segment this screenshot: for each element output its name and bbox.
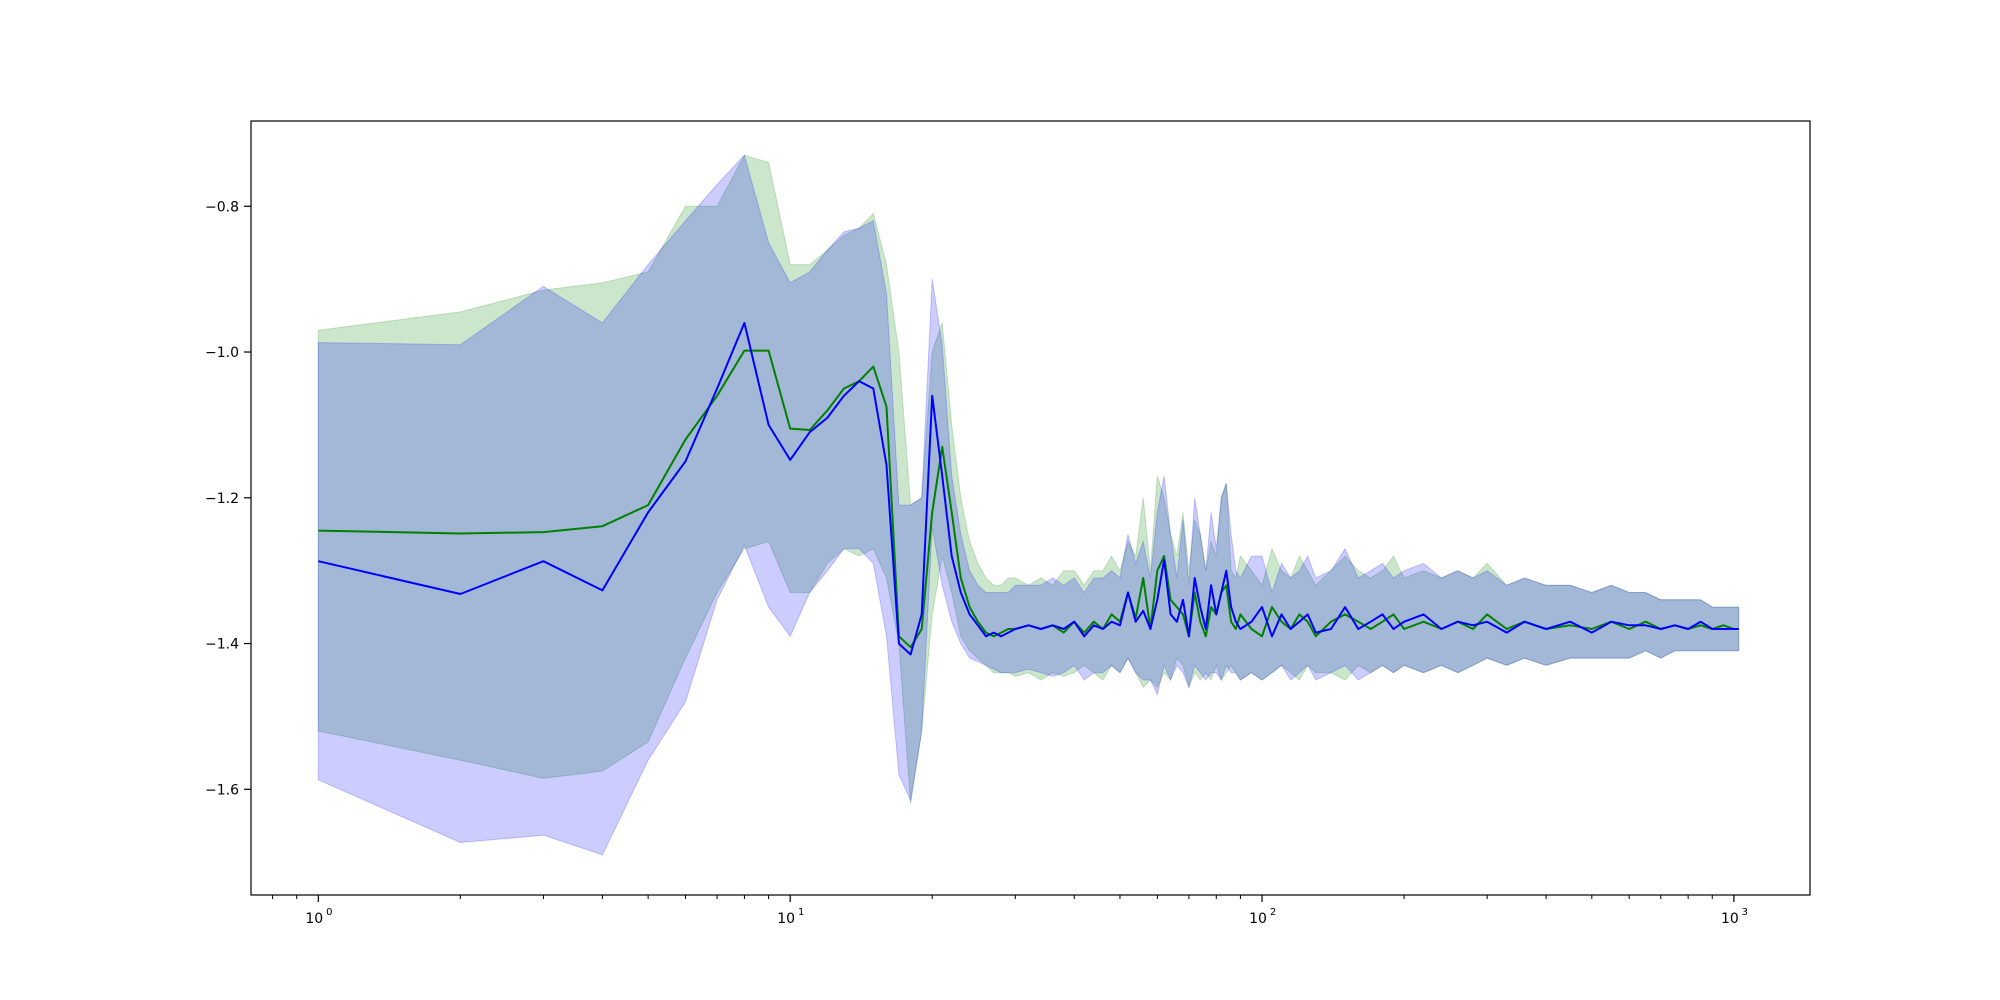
y-tick-label: −1.6	[205, 782, 239, 798]
x-tick-label-exponent: 1	[798, 907, 804, 918]
x-tick-label-exponent: 3	[1742, 907, 1748, 918]
x-axis: 10 0 10 1 10 2 10 3	[272, 895, 1748, 927]
y-tick-label: −1.2	[205, 491, 239, 507]
x-tick-label-exponent: 0	[326, 907, 332, 918]
confidence-bands	[317, 154, 1740, 856]
y-tick-label: −1.0	[205, 345, 239, 361]
plot-frame	[250, 120, 1811, 896]
series-0-band	[317, 154, 1740, 804]
mean-lines	[318, 321, 1739, 656]
y-tick-label: −0.8	[205, 199, 239, 215]
x-tick-label: 10	[1721, 911, 1739, 927]
y-axis: −0.8 −1.0 −1.2 −1.4 −1.6	[205, 199, 251, 798]
x-tick-label: 10	[1249, 911, 1267, 927]
series-1-line	[318, 321, 1739, 656]
y-tick-label: −1.4	[205, 637, 239, 653]
series-1-band	[317, 154, 1740, 856]
x-tick-label: 10	[305, 911, 323, 927]
x-tick-label-exponent: 2	[1270, 907, 1276, 918]
x-tick-label: 10	[777, 911, 795, 927]
